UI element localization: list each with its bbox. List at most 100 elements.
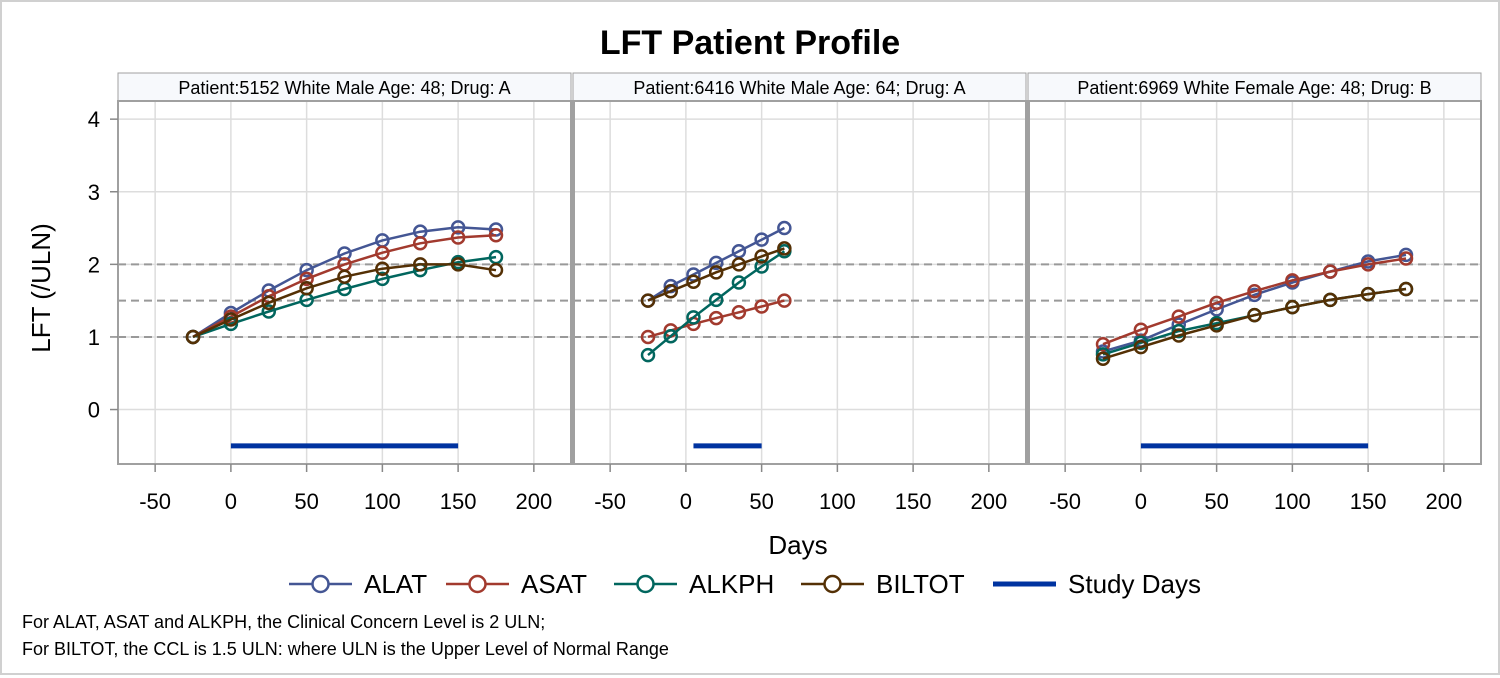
data-point-asat <box>1398 251 1414 266</box>
data-point-alat <box>754 232 769 247</box>
data-point-alkph <box>686 310 701 325</box>
chart-title: LFT Patient Profile <box>600 24 900 62</box>
data-point-biltot <box>640 293 656 308</box>
x-tick-label: 150 <box>895 489 932 514</box>
x-tick-label: 200 <box>970 489 1007 514</box>
legend-label-alat: ALAT <box>364 569 427 599</box>
data-point-biltot <box>731 257 747 272</box>
x-tick-label: 50 <box>1204 489 1228 514</box>
series-line-asat <box>1102 257 1407 346</box>
x-axis-label: Days <box>768 530 827 560</box>
series-line-alat <box>1102 253 1407 353</box>
data-point-asat <box>1209 295 1224 311</box>
panel-header-box <box>572 72 1027 102</box>
legend: ALAT ASAT ALKPH BILTOT Study Days <box>289 569 1201 599</box>
series-line-biltot <box>647 247 785 302</box>
data-point-biltot <box>1171 328 1187 343</box>
data-point-alkph <box>1095 347 1111 362</box>
data-point-asat <box>754 299 769 314</box>
series-line-asat <box>192 234 497 339</box>
x-tick-label: 100 <box>364 489 401 514</box>
x-tick-label: 0 <box>225 489 237 514</box>
series-line-alkph <box>647 250 786 357</box>
data-point-alkph <box>261 304 277 319</box>
data-point-asat <box>731 305 747 320</box>
data-point-biltot <box>1360 286 1376 302</box>
legend-label-alkph: ALKPH <box>689 569 774 599</box>
x-tick-label: 200 <box>515 489 552 514</box>
data-point-alat <box>299 262 314 278</box>
panel-header-text: Patient:6969 White Female Age: 48; Drug:… <box>1077 78 1431 98</box>
x-tick-label: -50 <box>139 489 171 514</box>
series-line-alat <box>192 226 497 338</box>
y-tick-label: 2 <box>88 252 100 277</box>
data-point-alkph <box>663 328 678 344</box>
y-tick-label: 1 <box>88 325 100 350</box>
data-point-asat <box>1285 273 1300 288</box>
data-point-asat <box>1360 257 1376 272</box>
y-tick-label: 4 <box>88 107 100 132</box>
data-point-alkph <box>754 259 769 274</box>
data-point-biltot <box>663 283 678 299</box>
data-point-biltot <box>1209 318 1224 333</box>
data-point-alkph <box>1133 335 1149 351</box>
data-point-asat <box>1322 264 1338 279</box>
data-point-asat <box>450 230 466 245</box>
x-tick-label: -50 <box>594 489 626 514</box>
panel-header-box <box>117 72 572 102</box>
y-tick-label: 0 <box>88 398 100 423</box>
data-point-biltot <box>1133 339 1149 355</box>
series-line-biltot <box>192 263 497 339</box>
data-point-alkph <box>223 316 239 332</box>
data-point-alkph <box>708 292 724 308</box>
x-tick-label: 50 <box>294 489 318 514</box>
x-tick-label: 150 <box>440 489 477 514</box>
plot-area <box>573 101 1026 464</box>
data-point-asat <box>1095 336 1111 352</box>
data-point-biltot <box>185 329 201 345</box>
panel-1: Patient:5152 White Male Age: 48; Drug: A… <box>88 72 572 514</box>
data-point-alat <box>777 220 792 236</box>
data-point-biltot <box>686 274 701 290</box>
data-point-biltot <box>708 265 724 280</box>
panel-header-text: Patient:5152 White Male Age: 48; Drug: A <box>178 78 510 98</box>
x-tick-label: -50 <box>1049 489 1081 514</box>
x-tick-label: 150 <box>1350 489 1387 514</box>
panel-header-text: Patient:6416 White Male Age: 64; Drug: A <box>633 78 965 98</box>
data-point-biltot <box>488 262 504 278</box>
data-point-asat <box>299 271 314 287</box>
data-point-alkph <box>731 275 747 290</box>
data-point-alkph <box>1171 323 1187 339</box>
x-tick-label: 50 <box>749 489 773 514</box>
data-point-biltot <box>1247 307 1262 323</box>
legend-label-study-days: Study Days <box>1068 569 1201 599</box>
data-point-asat <box>375 245 390 260</box>
legend-marker-biltot <box>823 574 842 594</box>
legend-item-alkph: ALKPH <box>614 569 774 599</box>
x-tick-label: 200 <box>1425 489 1462 514</box>
data-point-biltot <box>754 249 769 264</box>
footnote-line-2: For BILTOT, the CCL is 1.5 ULN: where UL… <box>22 639 669 659</box>
panel-separator <box>1026 101 1030 464</box>
data-point-asat <box>488 228 504 243</box>
legend-item-alat: ALAT <box>289 569 427 599</box>
data-point-asat <box>412 236 428 251</box>
x-tick-label: 100 <box>1274 489 1311 514</box>
legend-item-study-days: Study Days <box>993 569 1201 599</box>
x-tick-label: 0 <box>1135 489 1147 514</box>
data-point-biltot <box>337 269 352 284</box>
data-point-biltot <box>777 241 792 256</box>
y-tick-label: 3 <box>88 180 100 205</box>
data-point-alkph <box>640 347 656 363</box>
legend-item-asat: ASAT <box>446 569 587 599</box>
x-tick-label: 100 <box>819 489 856 514</box>
y-axis-label: LFT (/ULN) <box>26 223 56 353</box>
legend-marker-alkph <box>636 574 655 594</box>
legend-marker-alat <box>311 574 330 594</box>
data-point-asat <box>1171 309 1187 324</box>
data-point-asat <box>1247 283 1262 299</box>
data-point-biltot <box>1398 281 1414 297</box>
data-point-biltot <box>412 257 428 272</box>
data-point-biltot <box>1322 292 1338 308</box>
